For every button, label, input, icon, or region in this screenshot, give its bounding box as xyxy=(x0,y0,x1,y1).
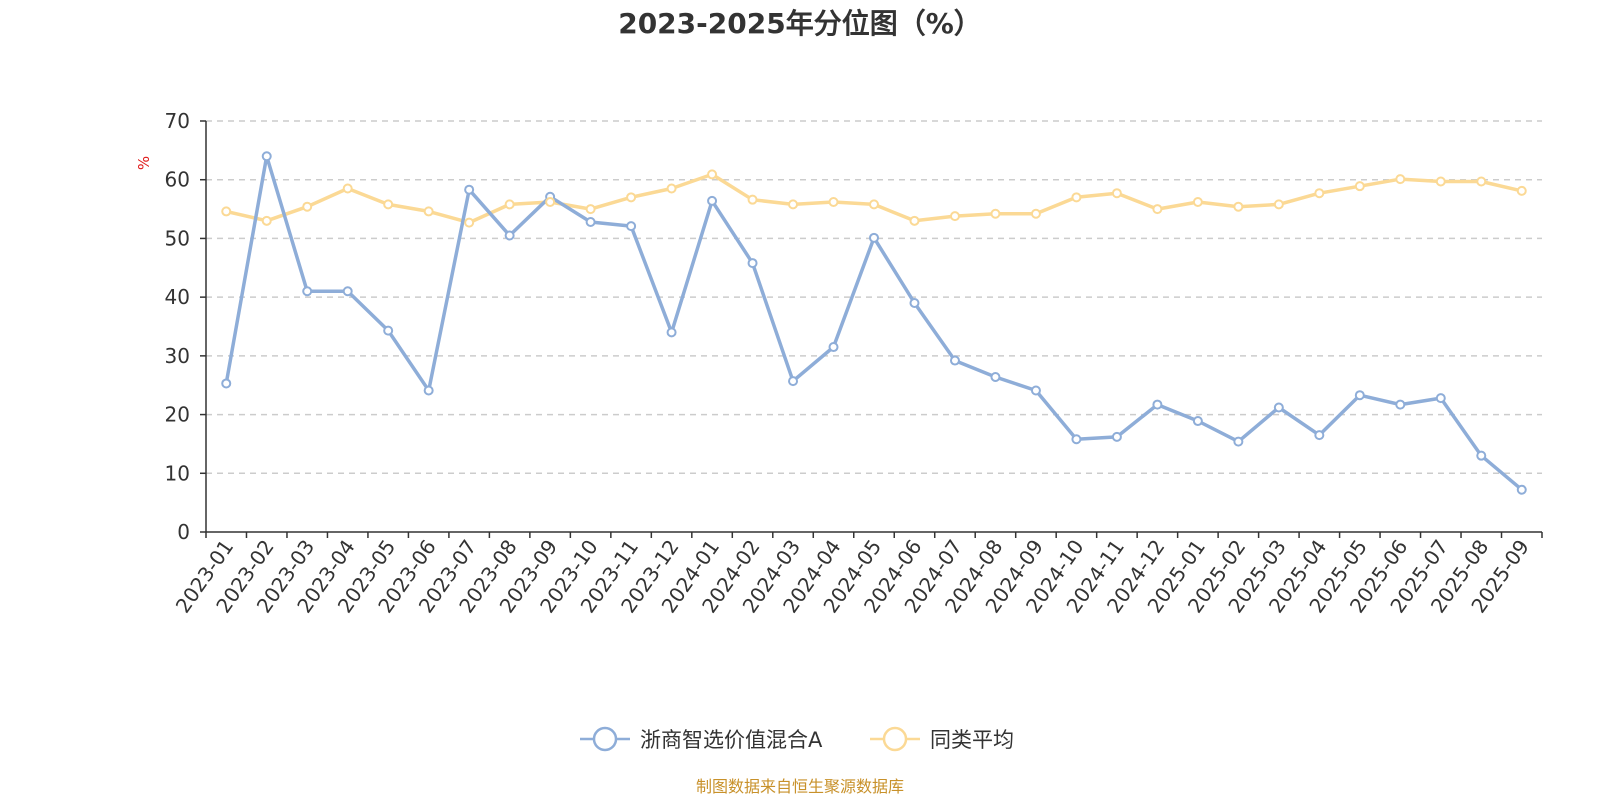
data-point-0[interactable] xyxy=(666,327,677,338)
data-point-1[interactable] xyxy=(788,199,799,210)
legend-label: 浙商智选价值混合A xyxy=(640,728,823,752)
data-point-1[interactable] xyxy=(302,201,313,212)
data-point-1[interactable] xyxy=(1395,174,1406,185)
y-axis-ticks: 0 10 20 30 40 50 60 70 xyxy=(165,109,206,544)
data-point-1[interactable] xyxy=(869,199,879,210)
data-point-0[interactable] xyxy=(1435,393,1446,404)
data-point-0[interactable] xyxy=(302,286,313,297)
series-line-1 xyxy=(225,172,1523,225)
data-point-1[interactable] xyxy=(1516,185,1527,196)
data-point-0[interactable] xyxy=(707,195,718,206)
source-note: 制图数据来自恒生聚源数据库 xyxy=(696,777,904,796)
chart-title: 2023-2025年分位图（%） xyxy=(618,7,982,40)
data-point-1[interactable] xyxy=(1071,192,1082,203)
data-point-0[interactable] xyxy=(342,286,353,297)
data-point-0[interactable] xyxy=(1192,416,1203,427)
data-point-0[interactable] xyxy=(504,230,515,241)
data-point-1[interactable] xyxy=(585,204,596,215)
legend-label: 同类平均 xyxy=(930,728,1014,752)
data-point-0[interactable] xyxy=(747,258,758,269)
data-point-1[interactable] xyxy=(1354,181,1365,192)
axes xyxy=(205,121,1542,533)
data-point-0[interactable] xyxy=(1273,402,1284,413)
data-point-1[interactable] xyxy=(261,215,272,226)
data-point-1[interactable] xyxy=(545,197,556,208)
data-point-1[interactable] xyxy=(1111,188,1122,199)
y-tick-label: 0 xyxy=(177,520,190,544)
data-point-0[interactable] xyxy=(261,151,272,162)
y-tick-label: 20 xyxy=(165,403,190,427)
data-point-1[interactable] xyxy=(626,192,637,203)
data-point-1[interactable] xyxy=(464,217,475,228)
legend-marker xyxy=(882,726,908,752)
data-point-0[interactable] xyxy=(828,342,839,353)
series-points xyxy=(221,151,1527,495)
data-point-0[interactable] xyxy=(1395,399,1406,410)
data-point-1[interactable] xyxy=(747,194,758,205)
data-point-0[interactable] xyxy=(1030,385,1041,396)
data-point-0[interactable] xyxy=(1516,484,1527,495)
data-point-0[interactable] xyxy=(1476,450,1487,461)
data-point-0[interactable] xyxy=(990,371,1001,382)
data-point-1[interactable] xyxy=(1435,176,1446,187)
data-point-0[interactable] xyxy=(383,325,394,336)
data-point-1[interactable] xyxy=(666,183,677,194)
data-point-0[interactable] xyxy=(909,298,920,309)
data-point-1[interactable] xyxy=(1476,176,1487,187)
data-point-0[interactable] xyxy=(869,232,879,243)
data-point-1[interactable] xyxy=(909,215,920,226)
data-point-1[interactable] xyxy=(1314,188,1325,199)
y-axis-unit-label: % xyxy=(135,156,153,170)
y-tick-label: 10 xyxy=(165,461,190,485)
data-point-0[interactable] xyxy=(1233,436,1244,447)
data-point-0[interactable] xyxy=(1111,431,1122,442)
data-point-1[interactable] xyxy=(221,206,232,217)
data-point-0[interactable] xyxy=(626,221,637,232)
data-point-1[interactable] xyxy=(1233,201,1244,212)
data-point-1[interactable] xyxy=(990,208,1001,219)
y-tick-label: 60 xyxy=(165,168,190,192)
data-point-0[interactable] xyxy=(1152,399,1163,410)
data-point-1[interactable] xyxy=(1152,204,1163,215)
x-axis-ticks: 2023-012023-022023-032023-042023-052023-… xyxy=(171,532,1543,617)
y-tick-label: 40 xyxy=(165,285,190,309)
data-point-0[interactable] xyxy=(1354,390,1365,401)
data-point-0[interactable] xyxy=(788,376,799,387)
data-point-1[interactable] xyxy=(828,197,839,208)
data-point-1[interactable] xyxy=(504,199,515,210)
y-tick-label: 30 xyxy=(165,344,190,368)
legend[interactable]: 浙商智选价值混合A 同类平均 xyxy=(580,726,1014,752)
y-tick-label: 70 xyxy=(165,109,190,133)
legend-item-0[interactable]: 浙商智选价值混合A xyxy=(580,726,823,752)
y-tick-label: 50 xyxy=(165,226,190,250)
data-point-1[interactable] xyxy=(383,199,394,210)
data-point-1[interactable] xyxy=(1030,208,1041,219)
data-point-0[interactable] xyxy=(464,184,475,195)
data-point-1[interactable] xyxy=(707,169,718,180)
data-point-1[interactable] xyxy=(949,211,960,222)
data-point-0[interactable] xyxy=(221,378,232,389)
data-point-0[interactable] xyxy=(949,355,960,366)
grid-lines xyxy=(206,120,1542,475)
data-point-1[interactable] xyxy=(423,206,434,217)
data-point-1[interactable] xyxy=(342,183,353,194)
data-point-0[interactable] xyxy=(585,216,596,227)
data-point-0[interactable] xyxy=(1314,430,1325,441)
data-point-1[interactable] xyxy=(1273,199,1284,210)
data-point-0[interactable] xyxy=(1071,434,1082,445)
data-point-1[interactable] xyxy=(1192,197,1203,208)
legend-item-1[interactable]: 同类平均 xyxy=(870,726,1014,752)
data-point-0[interactable] xyxy=(423,385,434,396)
legend-marker xyxy=(592,726,618,752)
